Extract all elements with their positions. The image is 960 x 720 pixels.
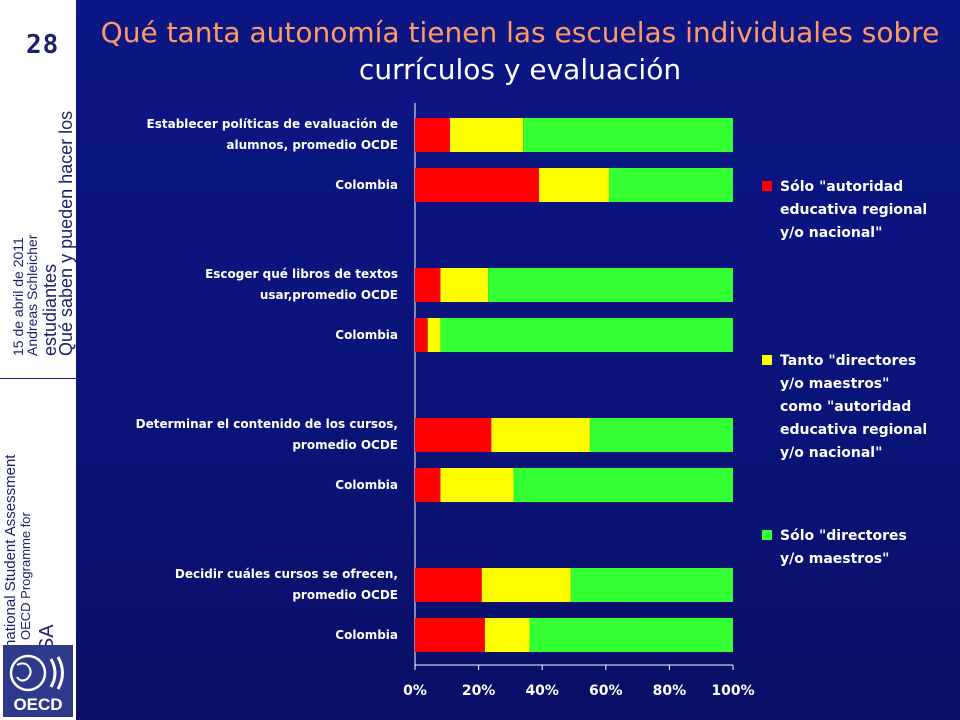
category-label-0-line-1: alumnos, promedio OCDE (226, 138, 398, 152)
bar-segment-6-series-0 (415, 568, 482, 602)
legend-label-1: Tanto "directores y/o maestros" como "auto… (780, 353, 928, 461)
legend-label-0: Sólo "autoridad educativa regional y/o nac… (780, 179, 928, 241)
bar-segment-4-series-2 (589, 418, 733, 452)
bar-segment-6-series-2 (570, 568, 733, 602)
bar-segment-4-series-1 (491, 418, 590, 452)
x-tick-label-4: 80% (653, 683, 687, 699)
title-orange-part: Qué tanta autonomía tienen las escuelas … (100, 16, 940, 49)
bar-segment-5-series-1 (440, 468, 514, 502)
category-label-4-line-0: Determinar el contenido de los cursos, (135, 417, 398, 431)
x-tick-label-2: 40% (525, 683, 559, 699)
bar-segment-0-series-0 (415, 118, 450, 152)
category-label-2-line-1: usar,promedio OCDE (259, 288, 398, 302)
category-label-4: Determinar el contenido de los cursos, pr… (136, 414, 398, 456)
category-label-5-line-0: Colombia (335, 477, 398, 492)
category-label-6-line-0: Decidir cuáles cursos se ofrecen, (174, 567, 398, 581)
bar-segment-5-series-0 (415, 468, 441, 502)
bar-segment-7-series-2 (529, 618, 733, 652)
oecd-globe-icon (9, 654, 64, 692)
bar-segment-0-series-1 (449, 118, 524, 152)
bar-segment-4-series-0 (415, 418, 492, 452)
x-tick-label-0: 0% (403, 683, 427, 699)
bar-segment-2-series-2 (488, 268, 733, 302)
oecd-logo-text: OECD (13, 695, 63, 714)
category-label-4-line-1: promedio OCDE (292, 438, 398, 452)
bar-segment-1-series-0 (415, 168, 540, 202)
legend-swatch-0 (762, 181, 772, 191)
category-label-0-line-0: Establecer políticas de evaluación de (146, 117, 398, 131)
x-tick-label-5: 100% (711, 683, 754, 699)
category-label-1-line-0: Colombia (335, 177, 398, 192)
category-label-5: Colombia (335, 475, 398, 496)
legend-label-2: Sólo "directores y/o maestros" (780, 528, 907, 567)
bar-segment-6-series-1 (481, 568, 571, 602)
page-title: Qué tanta autonomía tienen las escuelas … (80, 14, 960, 88)
bar-segment-3-series-1 (427, 318, 441, 352)
bar-segment-2-series-0 (415, 268, 441, 302)
bar-segment-7-series-0 (415, 618, 485, 652)
bar-segment-1-series-1 (539, 168, 609, 202)
bar-segment-0-series-2 (523, 118, 733, 152)
bar-segment-2-series-1 (440, 268, 489, 302)
category-label-6: Decidir cuáles cursos se ofrecen, promedi… (175, 564, 398, 606)
x-tick-label-3: 60% (589, 683, 623, 699)
category-label-3: Colombia (335, 325, 398, 346)
legend-swatch-2 (762, 530, 772, 540)
bar-segment-1-series-2 (608, 168, 733, 202)
bar-segment-3-series-2 (440, 318, 733, 352)
category-label-1: Colombia (335, 175, 398, 196)
bar-segment-7-series-1 (484, 618, 530, 652)
category-label-3-line-0: Colombia (335, 327, 398, 342)
bar-segment-3-series-0 (415, 318, 428, 352)
category-label-2-line-0: Escoger qué libros de textos (205, 267, 398, 281)
page-number: 28 (26, 30, 60, 60)
category-label-0: Establecer políticas de evaluación de alu… (147, 114, 398, 156)
legend-swatch-1 (762, 355, 772, 365)
category-label-6-line-1: promedio OCDE (292, 588, 398, 602)
title-white-part: currículos y evaluación (358, 53, 682, 86)
x-tick-label-1: 20% (462, 683, 496, 699)
category-label-2: Escoger qué libros de textos usar,promedi… (205, 264, 398, 306)
oecd-logo: OECD (3, 645, 73, 717)
category-label-7: Colombia (335, 625, 398, 646)
sidebar: 28 International Student Assessment OECD… (0, 0, 76, 720)
sidebar-divider (0, 378, 76, 379)
category-label-7-line-0: Colombia (335, 627, 398, 642)
bar-segment-5-series-2 (513, 468, 733, 502)
